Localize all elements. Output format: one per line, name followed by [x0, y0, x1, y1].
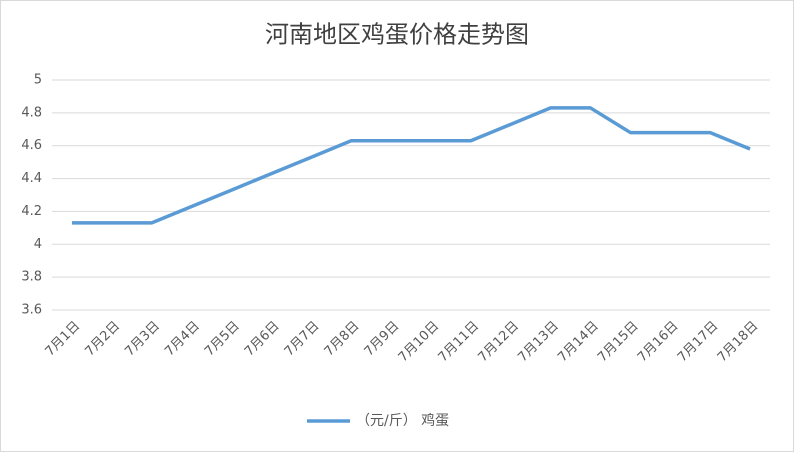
y-tick-label: 4 — [34, 237, 42, 252]
legend-label: （元/斤） 鸡蛋 — [356, 412, 449, 429]
y-tick-label: 4.4 — [21, 171, 42, 186]
y-tick-label: 5 — [34, 73, 42, 88]
y-tick-label: 4.6 — [21, 138, 42, 153]
chart-title: 河南地区鸡蛋价格走势图 — [265, 21, 529, 49]
y-tick-label: 3.6 — [21, 303, 42, 318]
y-tick-label: 4.8 — [21, 105, 42, 120]
y-tick-label: 3.8 — [21, 270, 42, 285]
data-line — [71, 106, 751, 225]
y-tick-label: 4.2 — [21, 204, 42, 219]
